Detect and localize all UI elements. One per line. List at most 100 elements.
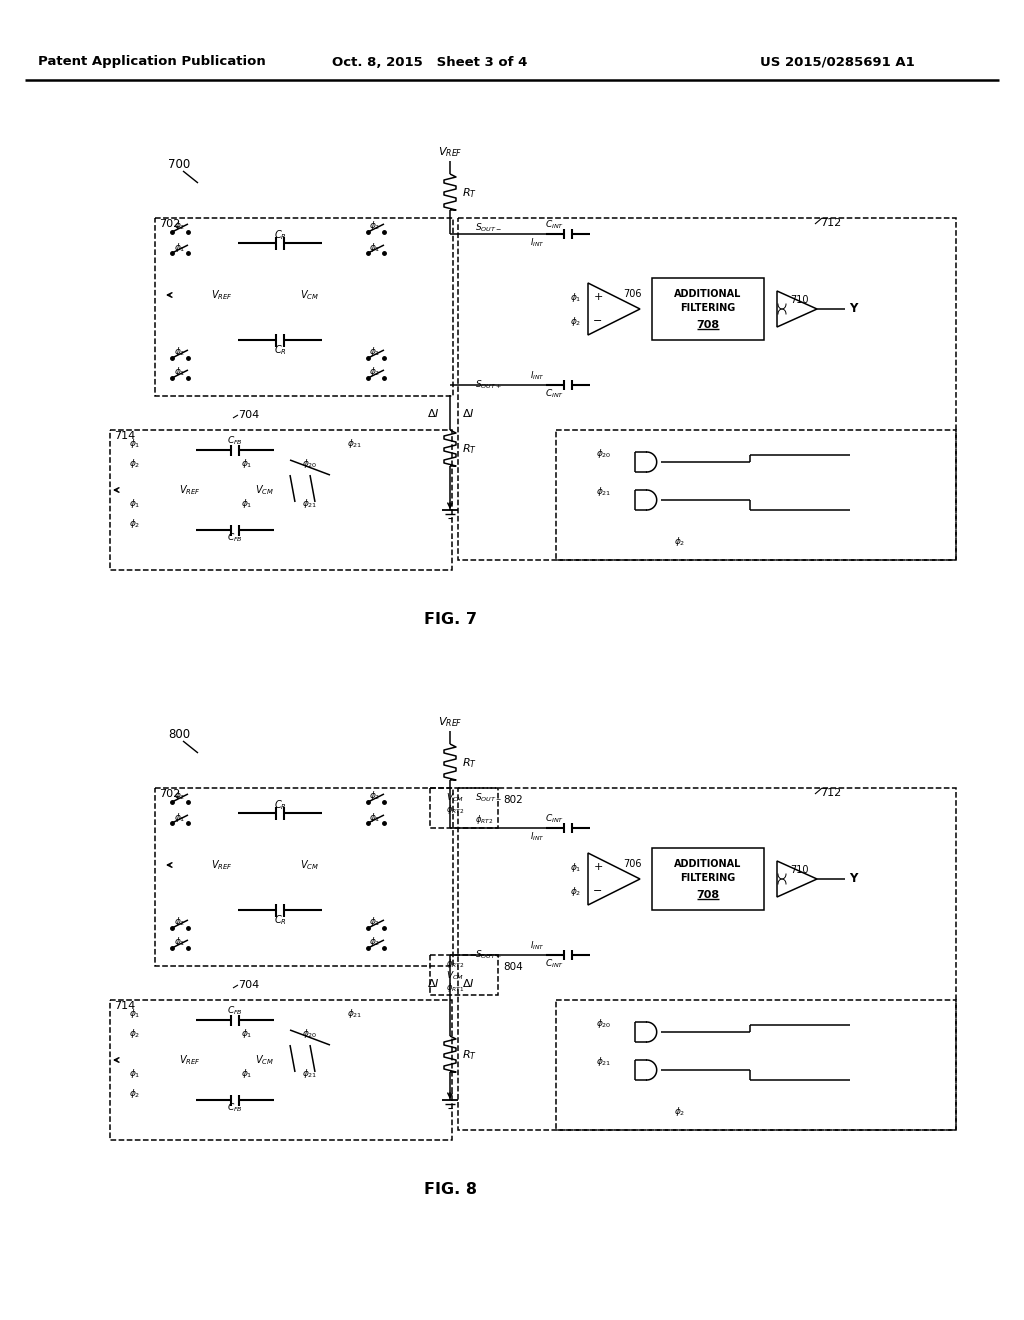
- Text: +: +: [593, 292, 603, 302]
- Text: $\phi_{21}$: $\phi_{21}$: [347, 1007, 362, 1020]
- Text: $I_{INT}$: $I_{INT}$: [530, 830, 545, 843]
- Text: $\phi_2$: $\phi_2$: [174, 219, 185, 232]
- Polygon shape: [777, 290, 817, 327]
- Text: $V_{CM}$: $V_{CM}$: [255, 483, 274, 496]
- Text: 710: 710: [790, 865, 809, 875]
- Text: $C_R$: $C_R$: [273, 913, 287, 927]
- Text: $V_{CM}$: $V_{CM}$: [255, 1053, 274, 1067]
- Text: $C_{INT}$: $C_{INT}$: [546, 958, 564, 970]
- Text: $\phi_1$: $\phi_1$: [174, 936, 185, 949]
- Text: $\phi_2$: $\phi_2$: [370, 219, 381, 232]
- Bar: [155, 788, 453, 966]
- Text: $C_R$: $C_R$: [273, 228, 287, 242]
- Text: $C_{FB}$: $C_{FB}$: [227, 1102, 243, 1114]
- Text: 704: 704: [238, 411, 259, 420]
- Text: $\phi_{21}$: $\phi_{21}$: [596, 486, 611, 499]
- Text: 804: 804: [503, 962, 522, 972]
- Text: $\phi_2$: $\phi_2$: [174, 789, 185, 803]
- Text: 706: 706: [623, 859, 641, 869]
- Polygon shape: [588, 853, 640, 906]
- Bar: [155, 218, 453, 396]
- Bar: [430, 788, 498, 828]
- Text: $\phi_1$: $\phi_1$: [570, 861, 582, 874]
- Text: $\phi_2$: $\phi_2$: [129, 458, 140, 470]
- Text: $V_{REF}$: $V_{REF}$: [179, 1053, 201, 1067]
- Text: 708: 708: [696, 319, 720, 330]
- Text: $V_{CM}$: $V_{CM}$: [446, 970, 464, 982]
- Text: $S_{OUT+}$: $S_{OUT+}$: [475, 379, 502, 391]
- Text: $C_R$: $C_R$: [273, 343, 287, 356]
- Bar: [458, 788, 956, 1130]
- Text: $\phi_1$: $\phi_1$: [129, 498, 140, 511]
- Text: $\phi_{RT1}$: $\phi_{RT1}$: [446, 982, 464, 994]
- Text: $\phi_1$: $\phi_1$: [570, 290, 582, 304]
- Text: $R_T$: $R_T$: [462, 442, 477, 455]
- Text: $\phi_{20}$: $\phi_{20}$: [302, 1027, 317, 1040]
- Text: $V_{CM}$: $V_{CM}$: [300, 858, 319, 873]
- Text: $\phi_2$: $\phi_2$: [570, 314, 582, 327]
- Text: −: −: [593, 886, 603, 896]
- Text: $\phi_2$: $\phi_2$: [174, 916, 185, 928]
- Text: FIG. 8: FIG. 8: [424, 1183, 476, 1197]
- Text: −: −: [593, 315, 603, 326]
- Bar: [430, 954, 498, 995]
- Bar: [556, 1001, 956, 1130]
- Text: $\phi_1$: $\phi_1$: [129, 1007, 140, 1020]
- Text: +: +: [593, 862, 603, 873]
- Text: $\phi_2$: $\phi_2$: [370, 789, 381, 803]
- Text: 700: 700: [168, 158, 190, 172]
- Text: $R_T$: $R_T$: [462, 756, 477, 770]
- Text: Y: Y: [849, 302, 857, 315]
- Text: $\phi_{21}$: $\phi_{21}$: [302, 498, 317, 511]
- Bar: [458, 218, 956, 560]
- Text: $\phi_{RT2}$: $\phi_{RT2}$: [446, 804, 464, 817]
- Text: $\phi_1$: $\phi_1$: [370, 240, 381, 253]
- Text: 712: 712: [820, 218, 842, 228]
- Text: $\phi_{20}$: $\phi_{20}$: [596, 447, 611, 461]
- Text: $\phi_2$: $\phi_2$: [129, 1027, 140, 1040]
- Text: $\phi_1$: $\phi_1$: [129, 1068, 140, 1081]
- Polygon shape: [588, 282, 640, 335]
- Text: $\phi_{20}$: $\phi_{20}$: [302, 458, 317, 470]
- Text: 710: 710: [790, 294, 809, 305]
- Text: 702: 702: [159, 219, 180, 228]
- Text: Patent Application Publication: Patent Application Publication: [38, 55, 266, 69]
- Text: 800: 800: [168, 729, 190, 742]
- Text: 708: 708: [696, 890, 720, 900]
- Text: $\phi_{20}$: $\phi_{20}$: [596, 1018, 611, 1031]
- Text: 712: 712: [820, 788, 842, 799]
- Text: $\phi_{RT2}$: $\phi_{RT2}$: [475, 813, 494, 826]
- Text: $R_T$: $R_T$: [462, 186, 477, 199]
- Text: $\phi_1$: $\phi_1$: [242, 458, 253, 470]
- Text: $C_{FB}$: $C_{FB}$: [227, 1005, 243, 1018]
- Text: $\phi_1$: $\phi_1$: [174, 366, 185, 379]
- Text: $V_{CM}$: $V_{CM}$: [446, 792, 464, 804]
- Text: $C_{INT}$: $C_{INT}$: [546, 813, 564, 825]
- Text: Oct. 8, 2015   Sheet 3 of 4: Oct. 8, 2015 Sheet 3 of 4: [333, 55, 527, 69]
- Text: $\phi_1$: $\phi_1$: [242, 1068, 253, 1081]
- Text: $\Delta I$: $\Delta I$: [427, 977, 440, 989]
- Text: $\phi_1$: $\phi_1$: [242, 498, 253, 511]
- Text: $\phi_2$: $\phi_2$: [370, 366, 381, 379]
- Text: Y: Y: [849, 873, 857, 886]
- Text: $V_{REF}$: $V_{REF}$: [211, 858, 232, 873]
- Text: $\phi_2$: $\phi_2$: [675, 536, 686, 549]
- Text: 704: 704: [238, 979, 259, 990]
- Text: $\phi_1$: $\phi_1$: [242, 1027, 253, 1040]
- Text: $\phi_{21}$: $\phi_{21}$: [302, 1068, 317, 1081]
- Text: $S_{OUT-}$: $S_{OUT-}$: [475, 792, 502, 804]
- Text: $V_{REF}$: $V_{REF}$: [437, 145, 462, 158]
- Text: $I_{INT}$: $I_{INT}$: [530, 370, 545, 383]
- Text: 702: 702: [159, 789, 180, 799]
- Bar: [110, 430, 452, 570]
- Text: $V_{CM}$: $V_{CM}$: [300, 288, 319, 302]
- Text: $V_{REF}$: $V_{REF}$: [437, 715, 462, 729]
- Text: $C_{INT}$: $C_{INT}$: [546, 388, 564, 400]
- Text: $I_{INT}$: $I_{INT}$: [530, 236, 545, 249]
- Text: $\phi_{21}$: $\phi_{21}$: [347, 437, 362, 450]
- Text: $C_{FB}$: $C_{FB}$: [227, 532, 243, 544]
- Text: 714: 714: [114, 1001, 135, 1011]
- Text: $\phi_2$: $\phi_2$: [129, 1088, 140, 1101]
- Text: $\phi_2$: $\phi_2$: [129, 517, 140, 531]
- Text: $V_{REF}$: $V_{REF}$: [179, 483, 201, 496]
